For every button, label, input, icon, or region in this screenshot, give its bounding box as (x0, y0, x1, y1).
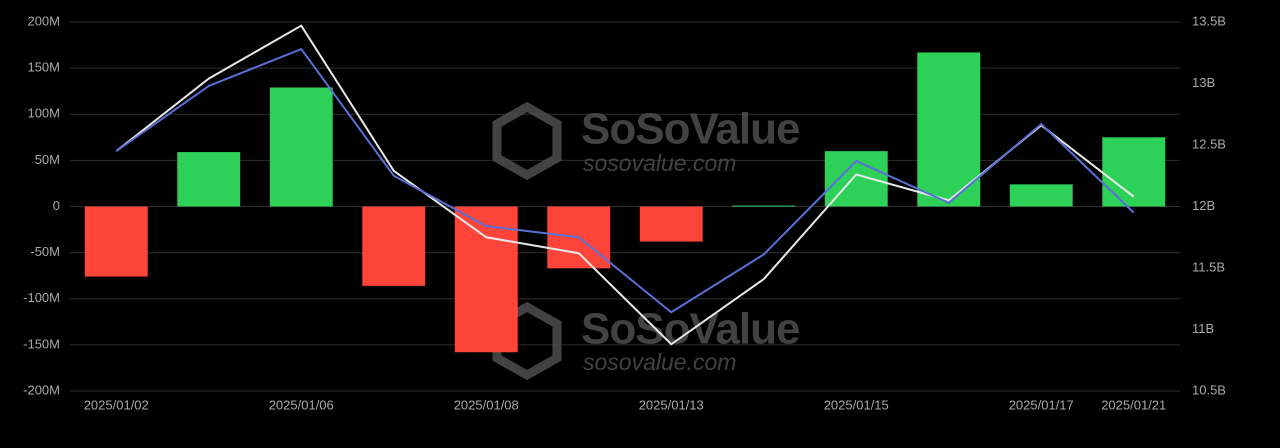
y-tick-label: 200M (27, 13, 60, 28)
y2-tick-label: 11.5B (1192, 259, 1225, 274)
x-tick-label: 2025/01/15 (824, 397, 889, 412)
y2-tick-label: 13.5B (1192, 13, 1226, 28)
x-tick-label: 2025/01/17 (1009, 397, 1074, 412)
y-tick-label: -200M (23, 382, 60, 397)
y-tick-label: 100M (27, 106, 60, 121)
y-tick-label: -50M (30, 244, 60, 259)
bar (84, 206, 148, 277)
watermark-url: sosovalue.com (583, 349, 736, 375)
watermark-url: sosovalue.com (583, 150, 736, 176)
y-tick-label: 0 (53, 198, 60, 213)
line (115, 47, 1135, 314)
y2-tick-label: 13B (1192, 75, 1215, 90)
y-tick-label: 50M (35, 152, 60, 167)
x-tick-label: 2025/01/02 (84, 397, 149, 412)
watermark-brand: SoSoValue (581, 105, 799, 154)
bar (732, 205, 796, 207)
y2-tick-label: 10.5B (1192, 382, 1226, 397)
y-tick-label: 150M (27, 60, 60, 75)
bar (269, 87, 333, 207)
bar (1102, 137, 1166, 207)
watermark-brand: SoSoValue (581, 305, 799, 354)
y2-tick-label: 12B (1192, 198, 1215, 213)
watermark: SoSoValue sosovalue.com SoSoValue sosova… (492, 101, 800, 381)
x-tick-label: 2025/01/08 (454, 397, 519, 412)
bar (639, 206, 703, 242)
x-tick-label: 2025/01/13 (639, 397, 704, 412)
x-tick-label: 2025/01/06 (269, 397, 334, 412)
x-tick-label: 2025/01/21 (1101, 397, 1166, 412)
bar (454, 206, 518, 353)
y-tick-label: -100M (23, 290, 60, 305)
line (115, 24, 1135, 346)
bar (177, 152, 241, 207)
watermark-logo (492, 101, 562, 181)
y2-tick-label: 12.5B (1192, 136, 1226, 151)
y2-tick-label: 11B (1192, 321, 1214, 336)
bar (1009, 184, 1073, 207)
y-tick-label: -150M (23, 336, 60, 351)
bar (917, 52, 981, 207)
bar (362, 206, 426, 286)
